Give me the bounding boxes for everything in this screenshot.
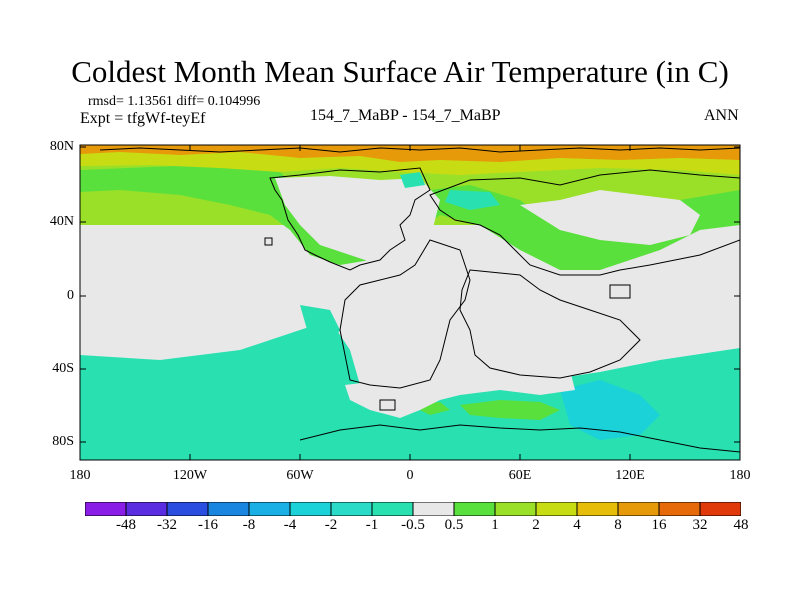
x-tick-120w: 120W bbox=[172, 468, 208, 483]
colorbar-box bbox=[658, 502, 701, 516]
colorbar bbox=[85, 502, 741, 516]
field-south-land bbox=[345, 355, 575, 418]
colorbar-box bbox=[330, 502, 373, 516]
colorbar-box bbox=[699, 502, 741, 516]
y-tick-0: 0 bbox=[67, 288, 74, 303]
map-title: Coldest Month Mean Surface Air Temperatu… bbox=[71, 54, 729, 89]
colorbar-box bbox=[453, 502, 496, 516]
x-tick-180w: 180 bbox=[69, 468, 91, 483]
field-small-island-1 bbox=[400, 172, 425, 188]
colorbar-label: 8 bbox=[614, 517, 622, 533]
x-tick-60w: 60W bbox=[286, 468, 314, 483]
colorbar-box bbox=[371, 502, 414, 516]
coastline-island-2 bbox=[379, 399, 396, 411]
colorbar-label: -48 bbox=[116, 517, 136, 533]
colorbar-label: 1 bbox=[491, 517, 499, 533]
colorbar-box bbox=[576, 502, 619, 516]
x-tick-120e: 120E bbox=[615, 468, 645, 483]
x-tick-180e: 180 bbox=[729, 468, 751, 483]
coastline-island-3 bbox=[264, 237, 273, 246]
colorbar-box bbox=[125, 502, 168, 516]
colorbar-label: 0.5 bbox=[444, 517, 464, 533]
colorbar-label: 2 bbox=[532, 517, 540, 533]
colorbar-label: -8 bbox=[242, 517, 256, 533]
colorbar-box bbox=[535, 502, 578, 516]
coastline-island-1 bbox=[609, 284, 631, 299]
colorbar-box bbox=[166, 502, 209, 516]
coastline-south-america bbox=[339, 239, 471, 389]
coastline-north-america bbox=[269, 167, 431, 271]
colorbar-box bbox=[85, 502, 127, 516]
colorbar-box bbox=[494, 502, 537, 516]
field-na-interior bbox=[275, 176, 440, 265]
colorbar-label: -16 bbox=[198, 517, 218, 533]
field-south-cool-dark bbox=[560, 380, 660, 440]
colorbar-box bbox=[617, 502, 660, 516]
coastlines bbox=[99, 147, 740, 453]
colorbar-label: 32 bbox=[692, 517, 708, 533]
colorbar-box bbox=[207, 502, 250, 516]
x-tick-0: 0 bbox=[406, 468, 414, 483]
field-small-island-2 bbox=[445, 190, 500, 210]
y-tick-40s: 40S bbox=[52, 361, 74, 376]
field-west-cool bbox=[300, 305, 340, 345]
field-arctic-orange bbox=[80, 145, 740, 162]
colorbar-label: -2 bbox=[324, 517, 338, 533]
field-eurasia-interior bbox=[520, 190, 700, 245]
coastline-eurasia bbox=[429, 169, 740, 276]
y-tick-80n: 80N bbox=[49, 139, 74, 154]
colorbar-box bbox=[289, 502, 332, 516]
cases-label: 154_7_MaBP - 154_7_MaBP bbox=[310, 107, 501, 124]
colorbar-box bbox=[412, 502, 455, 516]
colorbar-label: -4 bbox=[283, 517, 297, 533]
x-tick-60e: 60E bbox=[508, 468, 532, 483]
colorbar-box bbox=[248, 502, 291, 516]
y-tick-80s: 80S bbox=[52, 434, 74, 449]
stats-label: rmsd= 1.13561 diff= 0.104996 bbox=[88, 94, 261, 109]
colorbar-label: -0.5 bbox=[401, 517, 425, 533]
coastline-arctic bbox=[99, 147, 740, 153]
colorbar-label: 48 bbox=[733, 517, 749, 533]
colorbar-label: -1 bbox=[365, 517, 379, 533]
y-tick-40n: 40N bbox=[49, 214, 74, 229]
experiment-label: Expt = tfgWf-teyEf bbox=[80, 110, 206, 127]
field-south-green bbox=[460, 400, 560, 420]
season-label: ANN bbox=[704, 107, 739, 124]
colorbar-label: 16 bbox=[651, 517, 667, 533]
colorbar-label: -32 bbox=[157, 517, 177, 533]
map-field bbox=[80, 145, 740, 460]
coastline-antarctica bbox=[299, 424, 740, 453]
colorbar-label: 4 bbox=[573, 517, 581, 533]
axis-ticks bbox=[79, 145, 741, 460]
coastline-africa bbox=[459, 269, 641, 379]
